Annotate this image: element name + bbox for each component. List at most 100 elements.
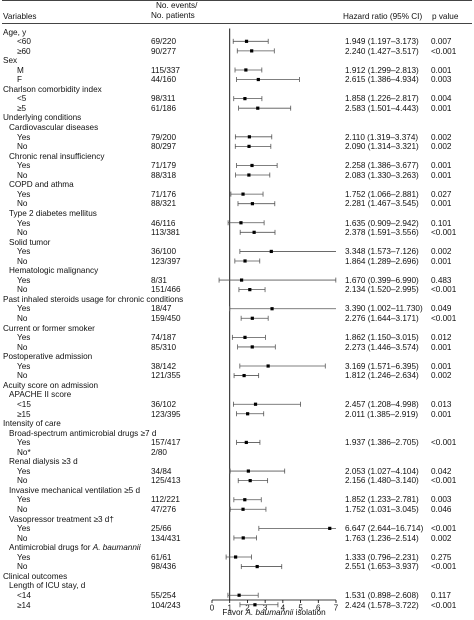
x-tick-label: 6 <box>316 604 321 613</box>
row-p-value: 0.275 <box>431 552 452 562</box>
point-estimate <box>328 526 332 530</box>
row-p-value: 0.003 <box>431 495 452 505</box>
row-events: 134/431 <box>151 533 181 543</box>
point-estimate <box>250 202 255 206</box>
row-hazard-ratio: 1.852 (1.233–2.781) <box>345 495 419 505</box>
point-estimate <box>246 469 250 473</box>
row-p-value: 0.117 <box>431 590 451 600</box>
group-header-row: Clinical outcomes <box>0 571 474 582</box>
row-p-value: 0.001 <box>431 103 452 113</box>
row-p-value: 0.483 <box>431 275 452 285</box>
row-label: Invasive mechanical ventilation ≥5 d <box>9 485 141 495</box>
x-tick-label: 2 <box>245 604 250 613</box>
x-tick-label: 0 <box>210 604 215 613</box>
point-estimate <box>246 412 250 416</box>
row-p-value: 0.001 <box>431 361 452 371</box>
group-header-row: Past inhaled steroids usage for chronic … <box>0 294 474 305</box>
row-hazard-ratio: 1.531 (0.898–2.608) <box>345 590 419 600</box>
table-row: No 134/431 1.763 (1.236–2.514) 0.002 <box>0 533 474 544</box>
row-events: 69/220 <box>151 37 177 47</box>
table-row: Yes 36/100 3.348 (1.573–7.126) 0.002 <box>0 246 474 257</box>
group-header-row: Age, y <box>0 27 474 38</box>
row-events: 85/310 <box>151 342 177 352</box>
table-row: No 80/297 2.090 (1.314–3.321) 0.002 <box>0 141 474 152</box>
table-row: No 123/397 1.864 (1.289–2.696) 0.001 <box>0 256 474 267</box>
row-p-value: <0.001 <box>431 438 457 448</box>
row-label: Yes <box>17 304 31 314</box>
header-p-value: p value <box>432 12 459 21</box>
row-events: 90/277 <box>151 46 177 56</box>
row-hazard-ratio: 2.281 (1.467–3.545) <box>345 199 419 209</box>
row-events: 88/321 <box>151 199 177 209</box>
x-axis-title-prefix: Favor <box>222 608 246 617</box>
point-estimate <box>266 364 270 368</box>
row-hazard-ratio: 1.763 (1.236–2.514) <box>345 533 419 543</box>
row-label: No <box>17 476 28 486</box>
row-events: 121/355 <box>151 371 181 381</box>
row-p-value: <0.001 <box>431 600 457 610</box>
header-variables: Variables <box>3 12 37 21</box>
row-hazard-ratio: 1.937 (1.386–2.705) <box>345 438 419 448</box>
row-label: No <box>17 314 28 323</box>
table-row: Yes 38/142 3.169 (1.571–6.395) 0.001 <box>0 361 474 372</box>
row-label: No <box>17 533 28 543</box>
row-label: No <box>17 285 28 295</box>
point-estimate <box>253 603 257 607</box>
table-row: ≥14 104/243 2.424 (1.578–3.722) <0.001 <box>0 600 474 611</box>
row-p-value: 0.002 <box>431 142 452 152</box>
row-events: 34/84 <box>151 466 172 476</box>
top-rule <box>2 0 472 1</box>
row-p-value: 0.001 <box>431 256 452 266</box>
header-events-line1: No. events/ <box>156 1 198 10</box>
row-label: No <box>17 228 28 238</box>
row-hazard-ratio: 2.276 (1.644–3.171) <box>345 314 419 323</box>
group-header-row: Type 2 diabetes mellitus <box>0 208 474 219</box>
row-label: <15 <box>17 399 31 409</box>
row-label: Chronic renal insufficiency <box>9 151 105 161</box>
row-p-value: 0.001 <box>431 170 452 180</box>
row-p-value: 0.004 <box>431 94 452 104</box>
row-events: 79/200 <box>151 132 177 142</box>
row-p-value: 0.002 <box>431 247 452 257</box>
table-row: No 151/466 2.134 (1.520–2.995) <0.001 <box>0 284 474 295</box>
row-label: Yes <box>17 333 31 343</box>
point-estimate <box>248 288 252 292</box>
row-label: <60 <box>17 37 31 47</box>
header-events-line2: No. patients <box>151 10 195 20</box>
row-label: Underlying conditions <box>3 113 82 123</box>
row-label: No <box>17 199 28 209</box>
point-estimate <box>244 68 248 72</box>
table-row: No 159/450 2.276 (1.644–3.171) <0.001 <box>0 313 474 324</box>
row-label: COPD and athma <box>9 180 74 190</box>
group-header-row: Invasive mechanical ventilation ≥5 d <box>0 485 474 496</box>
row-hazard-ratio: 1.752 (1.031–3.045) <box>345 505 419 514</box>
row-events: 38/142 <box>151 361 177 371</box>
row-label: <14 <box>17 590 31 600</box>
table-row: Yes 112/221 1.852 (1.233–2.781) 0.003 <box>0 494 474 505</box>
group-header-row: Acuity score on admission <box>0 380 474 391</box>
row-label: Clinical outcomes <box>3 571 68 581</box>
row-p-value: 0.049 <box>431 304 452 314</box>
group-header-row: Length of ICU stay, d <box>0 580 474 591</box>
row-hazard-ratio: 2.258 (1.386–3.677) <box>345 161 419 171</box>
point-estimate <box>243 335 247 339</box>
row-hazard-ratio: 2.583 (1.501–4.443) <box>345 103 419 113</box>
point-estimate <box>244 39 249 43</box>
point-estimate <box>248 479 252 483</box>
row-hazard-ratio: 1.858 (1.226–2.817) <box>345 94 419 104</box>
row-label: No <box>17 562 28 572</box>
row-hazard-ratio: 2.090 (1.314–3.321) <box>345 142 419 152</box>
group-header-row: Sex <box>0 55 474 66</box>
row-label: Antimicrobial drugs for A. baumannii <box>9 543 141 553</box>
row-label: Renal dialysis ≥3 d <box>9 457 78 467</box>
row-label: No <box>17 142 28 152</box>
table-row: M 115/337 1.912 (1.299–2.813) 0.001 <box>0 65 474 76</box>
row-events: 71/176 <box>151 189 177 199</box>
row-p-value: 0.101 <box>431 218 452 228</box>
row-hazard-ratio: 6.647 (2.644–16.714) <box>345 524 424 534</box>
row-hazard-ratio: 2.273 (1.446–3.574) <box>345 342 419 352</box>
group-header-row: Postoperative admission <box>0 351 474 362</box>
row-label: Yes <box>17 132 31 142</box>
table-row: <60 69/220 1.949 (1.197–3.173) 0.007 <box>0 36 474 47</box>
